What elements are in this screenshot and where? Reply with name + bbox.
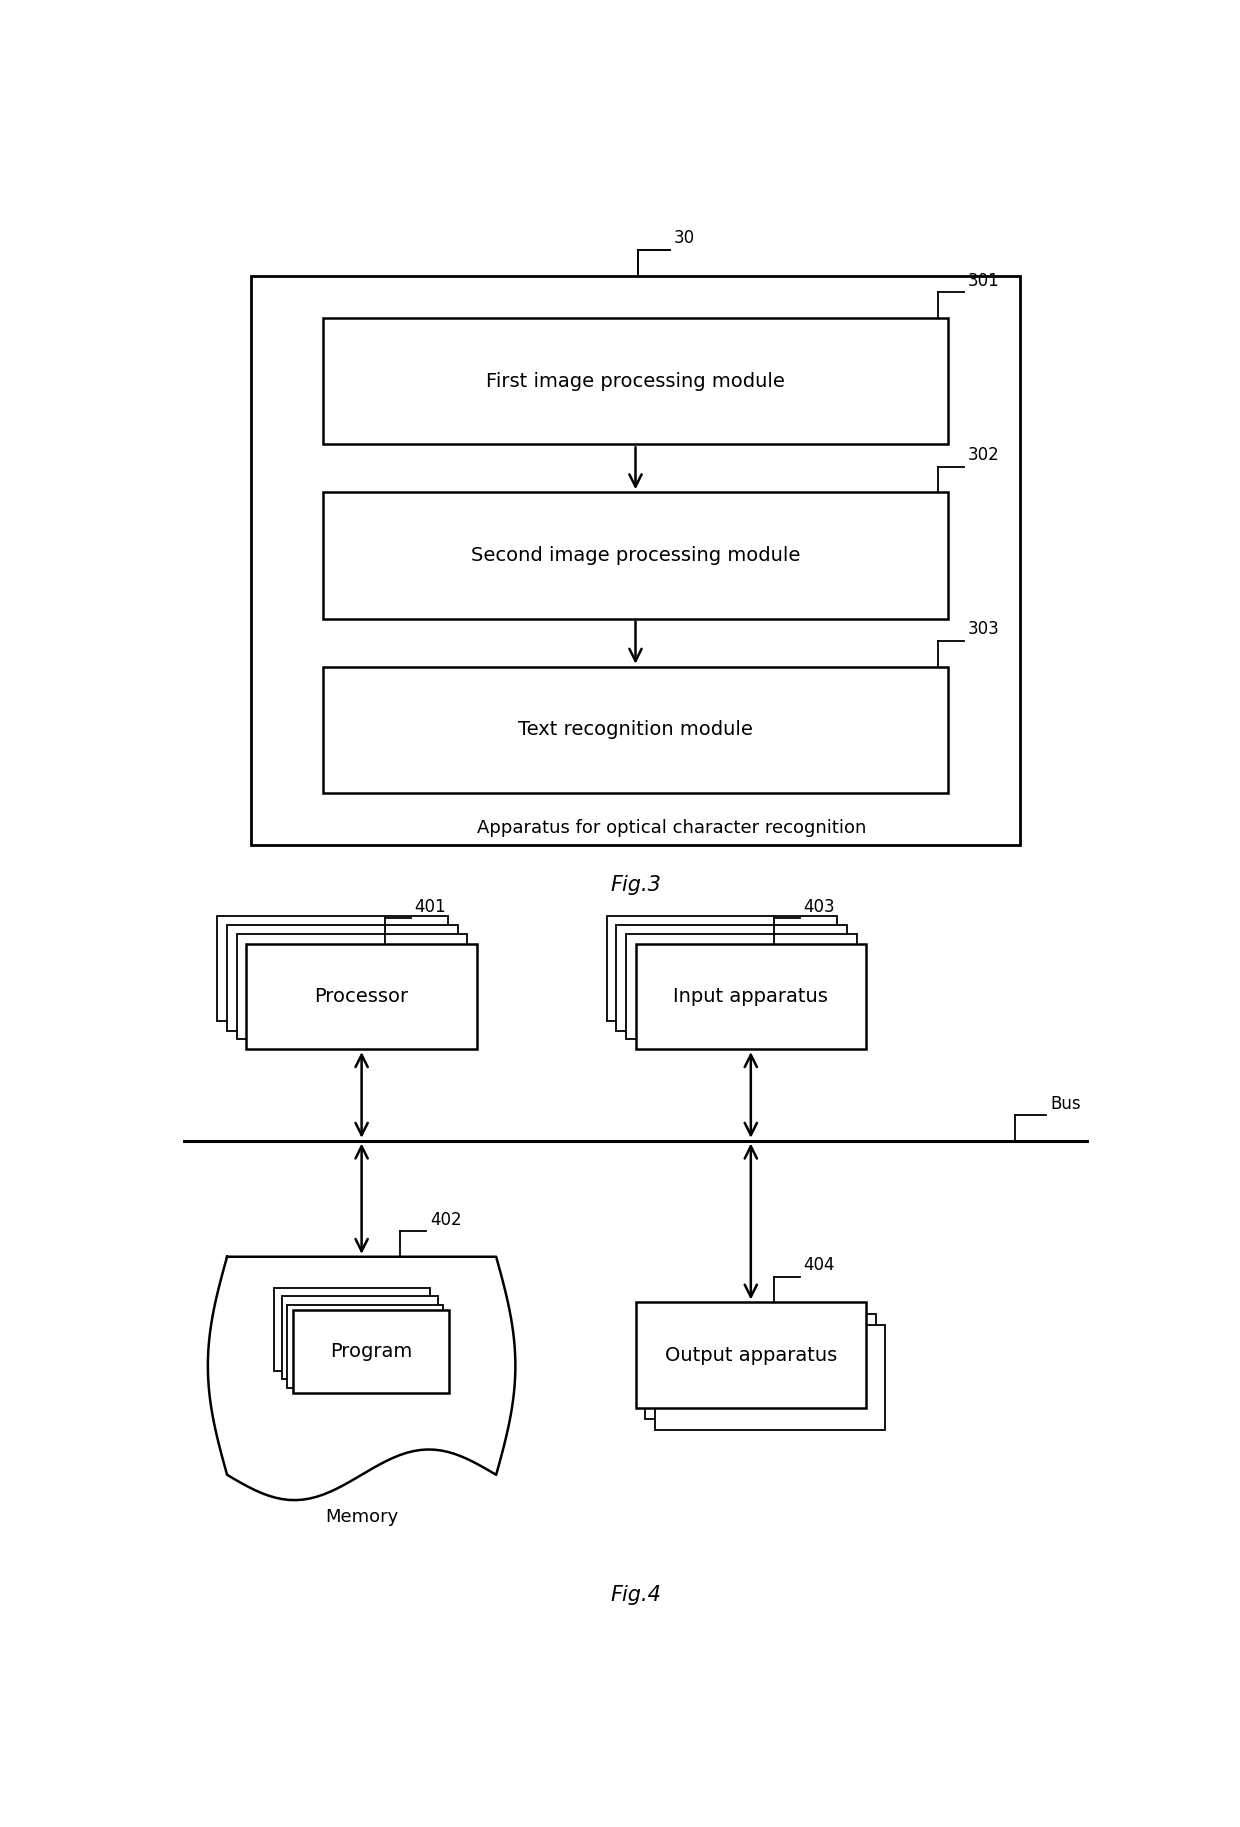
Bar xyxy=(274,1288,430,1370)
Bar xyxy=(626,934,857,1040)
Text: 30: 30 xyxy=(673,230,694,247)
Text: Text recognition module: Text recognition module xyxy=(518,720,753,740)
Polygon shape xyxy=(208,1257,516,1500)
Text: Program: Program xyxy=(330,1343,413,1361)
Bar xyxy=(635,1303,866,1409)
Text: Memory: Memory xyxy=(325,1507,398,1526)
Bar xyxy=(293,1310,449,1394)
Text: Input apparatus: Input apparatus xyxy=(673,987,828,1007)
Bar xyxy=(324,318,947,444)
Bar xyxy=(247,945,477,1049)
Text: Fig.4: Fig.4 xyxy=(610,1586,661,1606)
Text: Processor: Processor xyxy=(315,987,409,1007)
Bar xyxy=(324,491,947,619)
Text: Bus: Bus xyxy=(1050,1094,1081,1113)
Text: 402: 402 xyxy=(430,1211,461,1228)
Bar xyxy=(645,1314,875,1420)
Text: 401: 401 xyxy=(414,897,446,915)
Text: Output apparatus: Output apparatus xyxy=(665,1346,837,1365)
Bar xyxy=(250,276,1021,846)
Bar xyxy=(635,945,866,1049)
Bar xyxy=(288,1304,444,1387)
Text: 404: 404 xyxy=(804,1257,836,1275)
Text: 301: 301 xyxy=(968,272,999,289)
Bar xyxy=(655,1325,885,1431)
Bar xyxy=(324,667,947,793)
Bar xyxy=(217,915,448,1021)
Text: Fig.3: Fig.3 xyxy=(610,875,661,895)
Text: 403: 403 xyxy=(804,897,836,915)
Bar xyxy=(237,934,467,1040)
Bar xyxy=(606,915,837,1021)
Text: First image processing module: First image processing module xyxy=(486,371,785,391)
Bar xyxy=(616,926,847,1030)
Bar xyxy=(281,1295,438,1379)
Bar xyxy=(227,926,458,1030)
Text: Second image processing module: Second image processing module xyxy=(471,546,800,565)
Text: 303: 303 xyxy=(968,621,999,638)
Text: 302: 302 xyxy=(968,446,999,464)
Text: Apparatus for optical character recognition: Apparatus for optical character recognit… xyxy=(477,818,867,837)
